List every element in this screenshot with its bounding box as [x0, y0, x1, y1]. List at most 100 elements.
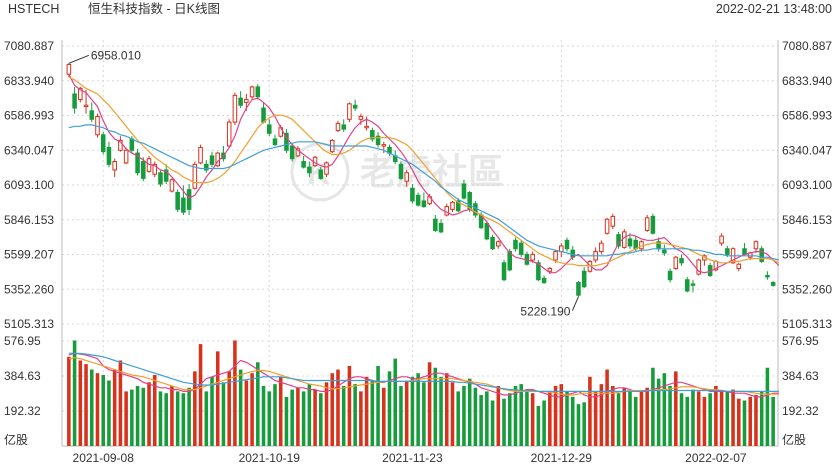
volume-bar	[444, 373, 449, 446]
candle-body	[513, 239, 518, 250]
volume-bar	[198, 344, 203, 446]
candle-body	[461, 183, 467, 199]
price-tick-label-right: 5105.313	[782, 317, 832, 331]
candle-body	[358, 115, 364, 120]
candle-body	[289, 145, 295, 160]
candle-body	[627, 238, 633, 247]
volume-bar	[244, 380, 249, 446]
volume-bar	[410, 376, 415, 446]
volume-bar	[324, 382, 329, 446]
volume-bar	[496, 385, 501, 446]
volume-bar	[135, 385, 140, 446]
volume-bar	[84, 364, 88, 446]
candle-body	[244, 99, 249, 103]
volume-bar	[662, 373, 667, 446]
candle-body	[112, 161, 117, 171]
candle-body	[307, 166, 312, 174]
volume-bar	[250, 373, 254, 446]
volume-bar	[513, 385, 518, 446]
volume-bar	[570, 396, 575, 446]
volume-bar	[353, 384, 357, 446]
candle-body	[667, 270, 673, 281]
volume-bar	[502, 398, 506, 446]
volume-bar	[221, 382, 226, 446]
volume-bar	[238, 369, 243, 446]
candle-body	[175, 191, 180, 210]
volume-bar	[359, 391, 363, 446]
volume-bar	[147, 382, 151, 446]
candle-body	[725, 248, 730, 255]
candle-body	[129, 138, 135, 151]
candle-body	[89, 110, 95, 120]
candle-body	[352, 104, 358, 109]
volume-bar	[708, 393, 712, 446]
candle-body	[249, 86, 255, 98]
volume-bar	[382, 387, 386, 446]
candle-body	[553, 251, 558, 261]
volume-bar	[479, 395, 483, 446]
volume-bar	[525, 389, 529, 446]
volume-bar	[158, 391, 163, 446]
candle-body	[621, 231, 627, 248]
candle-body	[753, 241, 759, 250]
candle-body	[541, 277, 547, 284]
candle-body	[770, 282, 776, 286]
candle-body	[536, 262, 541, 281]
volume-bar	[341, 385, 346, 446]
low-annotation-leader	[572, 296, 579, 311]
volume-ma-line	[68, 357, 779, 396]
candle-body	[364, 125, 369, 129]
volume-bar	[725, 391, 730, 446]
volume-bar	[256, 362, 260, 446]
ma-lines-layer	[68, 74, 780, 274]
candle-body	[341, 124, 346, 130]
volume-bar	[175, 391, 180, 446]
candle-body	[301, 161, 306, 168]
volume-bar	[633, 396, 638, 446]
candle-body	[490, 237, 495, 250]
high-annotation-leader	[68, 54, 90, 64]
volume-bar	[376, 365, 380, 446]
volume-bar	[427, 362, 432, 446]
candle-body	[198, 146, 203, 164]
price-tick-label-left: 5599.207	[4, 248, 54, 262]
candle-body	[404, 172, 409, 182]
volume-bar	[450, 382, 455, 446]
candle-body	[209, 155, 215, 165]
candle-body	[415, 194, 421, 206]
volume-bar	[588, 376, 592, 446]
volume-bar	[702, 396, 707, 446]
volume-bar	[130, 389, 134, 446]
date-tick-label: 2022-02-07	[685, 451, 747, 465]
candle-body	[496, 241, 501, 247]
volume-bar	[170, 385, 174, 446]
candle-body	[186, 189, 192, 210]
volume-bar	[164, 393, 168, 446]
volume-bar	[267, 391, 272, 446]
volume-bar	[530, 393, 535, 446]
volume-bar	[765, 367, 770, 446]
candle-body	[765, 274, 770, 278]
candle-body	[106, 146, 112, 165]
volume-bar	[754, 395, 758, 446]
price-tick-label-left: 5352.260	[4, 282, 54, 296]
candle-body	[381, 144, 387, 147]
price-tick-label-left: 6093.100	[4, 178, 54, 192]
volume-bar	[605, 369, 609, 446]
watermark: K 老虎社區	[290, 142, 504, 202]
candle-body	[507, 251, 513, 271]
volume-bar	[95, 373, 100, 446]
candle-body	[410, 187, 415, 202]
volume-bar	[141, 387, 146, 446]
price-ma-line	[68, 74, 780, 274]
volume-bar	[674, 371, 678, 446]
candle-body	[690, 283, 696, 286]
volume-bar	[576, 404, 581, 446]
volume-bar	[651, 367, 655, 446]
watermark-text: 老虎社區	[360, 151, 504, 192]
price-tick-label-right: 5599.207	[782, 248, 832, 262]
volume-bar	[439, 376, 443, 446]
volume-bar	[399, 385, 403, 446]
